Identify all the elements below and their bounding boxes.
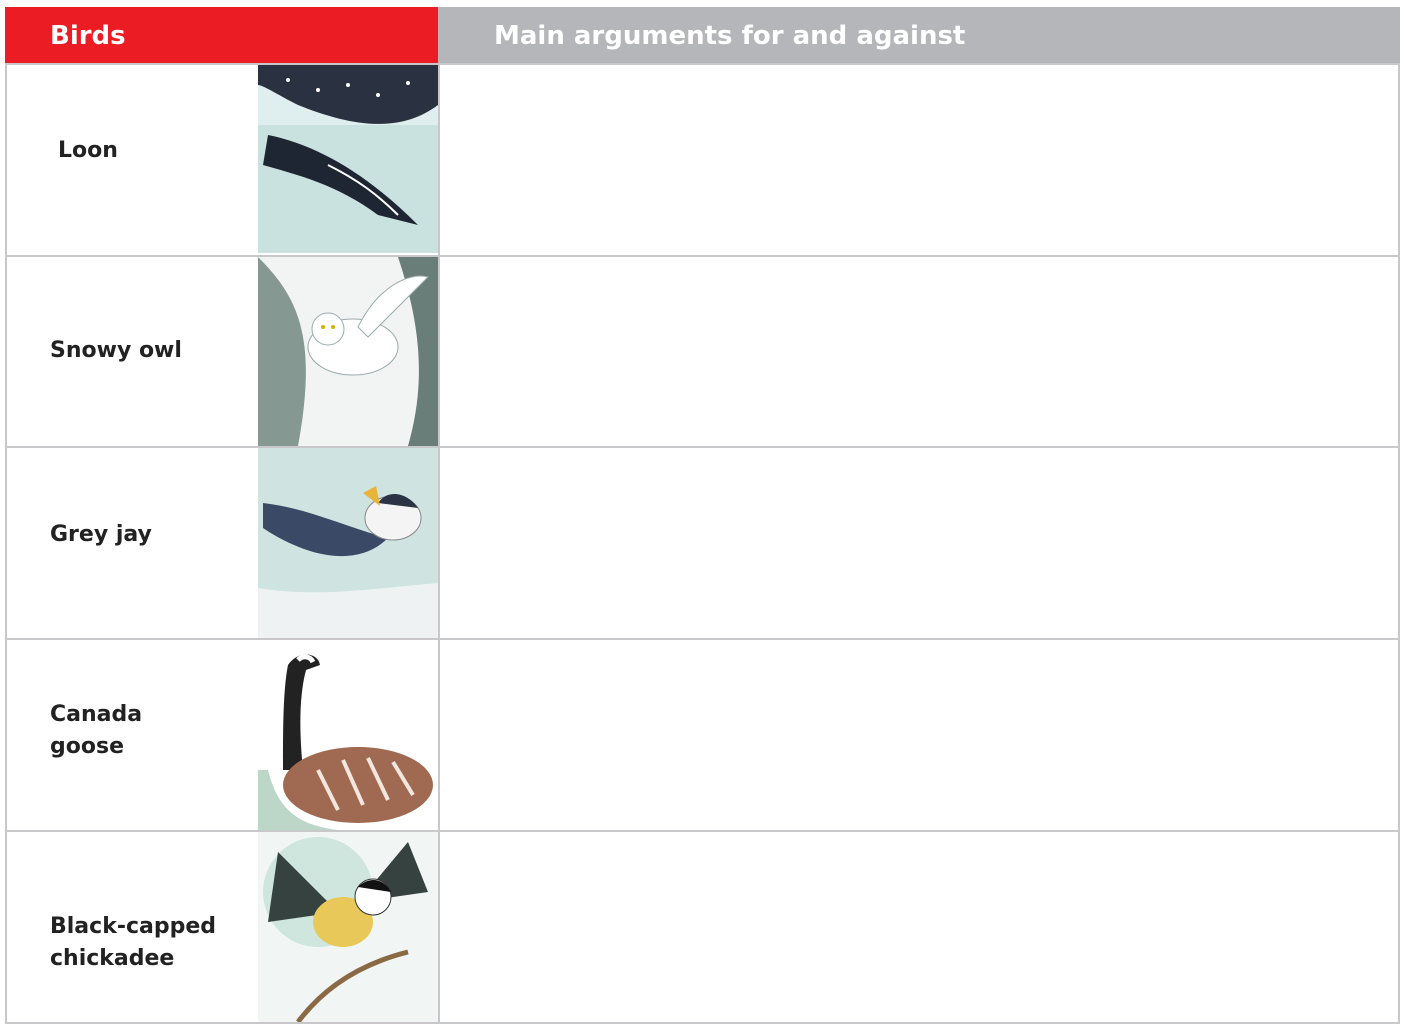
header-birds: Birds <box>5 7 438 65</box>
loon-illustration <box>258 65 438 253</box>
worksheet: Birds Main arguments for and against Loo… <box>0 0 1404 1025</box>
argument-cell <box>438 255 1400 448</box>
bird-name: Snowy owl <box>50 335 220 367</box>
argument-cell <box>438 446 1400 640</box>
header-arguments: Main arguments for and against <box>438 7 1400 65</box>
bird-name: Black-capped chickadee <box>50 911 220 975</box>
bird-name: Canada goose <box>50 699 220 763</box>
argument-cell <box>438 830 1400 1024</box>
snowy-owl-illustration <box>258 257 438 446</box>
bird-name: Loon <box>58 135 228 167</box>
argument-cell <box>438 63 1400 257</box>
canada-goose-illustration <box>258 640 438 830</box>
bird-name: Grey jay <box>50 519 220 551</box>
argument-cell <box>438 638 1400 832</box>
chickadee-illustration <box>258 832 438 1022</box>
grey-jay-illustration <box>258 448 438 638</box>
